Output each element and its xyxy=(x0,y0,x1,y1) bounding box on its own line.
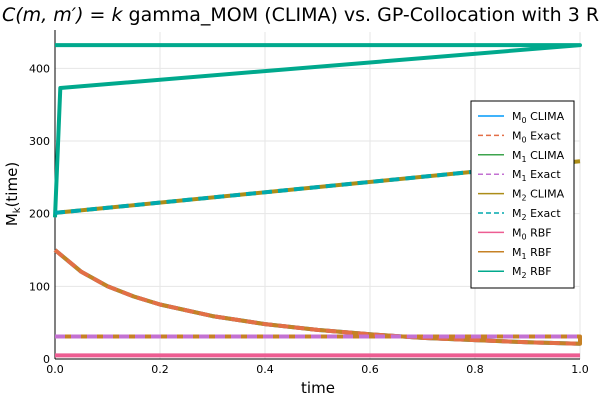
y-tick-label: 400 xyxy=(29,62,50,75)
chart-title-math: C(m, m′) = k xyxy=(2,4,124,26)
y-axis-label-base: M xyxy=(3,213,21,226)
legend-label: M0 CLIMA xyxy=(512,110,565,125)
legend: M0 CLIMA M0 Exact M1 CLIMA M1 Exact M2 CLIMA… xyxy=(470,100,575,289)
legend-label: M1 CLIMA xyxy=(512,149,565,164)
tick-labels: 0.0 0.2 0.4 0.6 0.8 1.0 0 100 200 300 400 xyxy=(29,62,589,376)
legend-label: M2 RBF xyxy=(512,265,552,280)
y-axis-label: Mk(time) xyxy=(3,162,23,226)
y-tick-label: 100 xyxy=(29,280,50,293)
legend-label: M2 CLIMA xyxy=(512,188,565,203)
x-tick-label: 0.4 xyxy=(256,363,274,376)
chart-title: C(m, m′) = k gamma_MOM (CLIMA) vs. GP-Co… xyxy=(2,4,599,26)
y-tick-label: 300 xyxy=(29,135,50,148)
chart-title-rest: gamma_MOM (CLIMA) vs. GP-Collocation wit… xyxy=(123,4,600,26)
x-tick-label: 0.6 xyxy=(361,363,379,376)
series-group xyxy=(53,43,582,358)
x-tick-label: 0.8 xyxy=(466,363,484,376)
y-axis-label-sub: k xyxy=(12,207,23,213)
legend-label: M1 RBF xyxy=(512,246,552,261)
legend-label: M1 Exact xyxy=(512,168,561,183)
y-axis-label-suffix: (time) xyxy=(3,162,21,208)
series-line-m0-exact xyxy=(53,248,581,346)
legend-label: M0 Exact xyxy=(512,129,561,144)
x-tick-label: 0.0 xyxy=(46,363,64,376)
x-tick-label: 1.0 xyxy=(571,363,589,376)
x-tick-label: 0.2 xyxy=(151,363,169,376)
legend-label: M2 Exact xyxy=(512,207,561,222)
x-axis-label: time xyxy=(301,379,335,397)
y-tick-label: 0 xyxy=(43,353,50,366)
legend-label: M0 RBF xyxy=(512,226,552,241)
legend-box xyxy=(470,100,575,289)
series-line-m2-rbf xyxy=(53,43,582,218)
y-tick-label: 200 xyxy=(29,208,50,221)
